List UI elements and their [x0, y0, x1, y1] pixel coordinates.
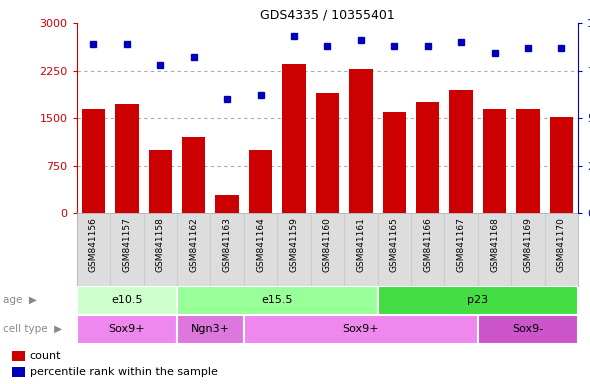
Text: GSM841163: GSM841163 [222, 217, 232, 271]
Bar [316, 93, 339, 213]
Text: GSM841164: GSM841164 [256, 217, 265, 271]
Text: GSM841166: GSM841166 [423, 217, 432, 271]
Bar [12, 367, 25, 377]
Title: GDS4335 / 10355401: GDS4335 / 10355401 [260, 9, 395, 22]
Bar [349, 69, 373, 213]
Bar [416, 102, 440, 213]
Bar [244, 315, 478, 344]
Text: Sox9+: Sox9+ [109, 324, 145, 334]
Text: GSM841168: GSM841168 [490, 217, 499, 271]
Text: percentile rank within the sample: percentile rank within the sample [30, 367, 217, 377]
Bar [115, 104, 139, 213]
Bar [12, 351, 25, 361]
Bar [182, 137, 205, 213]
Bar [283, 64, 306, 213]
Text: GSM841156: GSM841156 [89, 217, 98, 271]
Bar [81, 109, 105, 213]
Text: GSM841167: GSM841167 [457, 217, 466, 271]
Text: GSM841170: GSM841170 [557, 217, 566, 271]
Bar [478, 315, 578, 344]
Text: GSM841165: GSM841165 [390, 217, 399, 271]
Bar [177, 286, 378, 315]
Bar [77, 315, 177, 344]
Bar [149, 150, 172, 213]
Text: cell type  ▶: cell type ▶ [3, 324, 62, 334]
Text: GSM841160: GSM841160 [323, 217, 332, 271]
Bar [483, 109, 506, 213]
Text: GSM841162: GSM841162 [189, 217, 198, 271]
Text: GSM841161: GSM841161 [356, 217, 365, 271]
Bar [516, 109, 540, 213]
Bar [550, 117, 573, 213]
Bar [378, 286, 578, 315]
Bar [450, 89, 473, 213]
Bar [77, 286, 177, 315]
Text: e10.5: e10.5 [111, 295, 143, 306]
Text: Sox9+: Sox9+ [343, 324, 379, 334]
Text: GSM841157: GSM841157 [122, 217, 132, 271]
Text: Sox9-: Sox9- [513, 324, 543, 334]
Bar [249, 150, 273, 213]
Text: age  ▶: age ▶ [3, 295, 37, 306]
Text: GSM841158: GSM841158 [156, 217, 165, 271]
Text: GSM841159: GSM841159 [290, 217, 299, 271]
Bar [383, 112, 406, 213]
Bar [215, 195, 239, 213]
Text: GSM841169: GSM841169 [523, 217, 533, 271]
Text: count: count [30, 351, 61, 361]
Text: e15.5: e15.5 [261, 295, 293, 306]
Text: Ngn3+: Ngn3+ [191, 324, 230, 334]
Bar [177, 315, 244, 344]
Text: p23: p23 [467, 295, 489, 306]
